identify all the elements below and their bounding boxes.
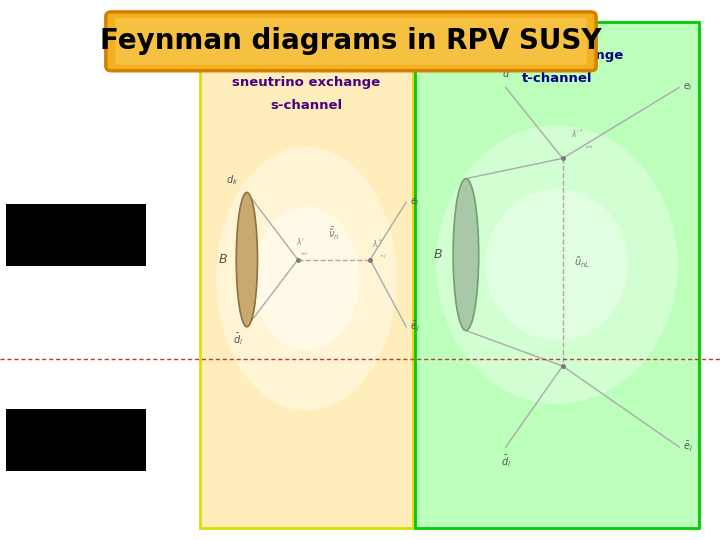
Ellipse shape bbox=[236, 192, 258, 327]
Text: $\bar{\tilde{\nu}}_n$: $\bar{\tilde{\nu}}_n$ bbox=[328, 225, 340, 242]
Text: $e_i$: $e_i$ bbox=[410, 196, 420, 208]
Text: squark  exchange: squark exchange bbox=[491, 49, 623, 62]
Text: $e_i$: $e_i$ bbox=[683, 82, 693, 93]
FancyBboxPatch shape bbox=[115, 18, 587, 65]
Text: t-channel: t-channel bbox=[522, 72, 592, 85]
Text: $\bar{e}_j$: $\bar{e}_j$ bbox=[683, 440, 693, 454]
Bar bbox=[6, 409, 146, 471]
Text: $\bar{d}_l$: $\bar{d}_l$ bbox=[233, 332, 243, 347]
Ellipse shape bbox=[216, 147, 397, 410]
Text: $\lambda^*$: $\lambda^*$ bbox=[372, 237, 383, 249]
Text: $d_k$: $d_k$ bbox=[226, 173, 238, 187]
Bar bbox=[6, 204, 146, 266]
Ellipse shape bbox=[253, 207, 359, 350]
Text: $_{nkl}$: $_{nkl}$ bbox=[300, 251, 309, 258]
Text: $\tilde{u}_{nL}$: $\tilde{u}_{nL}$ bbox=[574, 255, 590, 269]
Text: $_{ink}$: $_{ink}$ bbox=[585, 144, 594, 151]
Ellipse shape bbox=[486, 189, 628, 341]
Bar bbox=[415, 22, 699, 528]
Text: $\lambda'$: $\lambda'$ bbox=[296, 236, 305, 247]
FancyBboxPatch shape bbox=[106, 12, 596, 71]
Text: $\bar{d}_l$: $\bar{d}_l$ bbox=[500, 453, 510, 469]
Ellipse shape bbox=[436, 125, 678, 404]
Text: $d$: $d$ bbox=[502, 68, 510, 79]
Bar bbox=[200, 49, 413, 528]
Text: Feynman diagrams in RPV SUSY: Feynman diagrams in RPV SUSY bbox=[100, 28, 602, 55]
Text: $\bar{e}_j$: $\bar{e}_j$ bbox=[410, 320, 420, 334]
Text: $B$: $B$ bbox=[218, 253, 228, 266]
Text: s-channel: s-channel bbox=[270, 99, 343, 112]
Text: $B$: $B$ bbox=[433, 248, 443, 261]
Text: sneutrino exchange: sneutrino exchange bbox=[233, 76, 380, 89]
Ellipse shape bbox=[453, 179, 479, 330]
Text: $\lambda'{}^*$: $\lambda'{}^*$ bbox=[571, 127, 584, 140]
Text: $_{nij}$: $_{nij}$ bbox=[379, 253, 386, 261]
